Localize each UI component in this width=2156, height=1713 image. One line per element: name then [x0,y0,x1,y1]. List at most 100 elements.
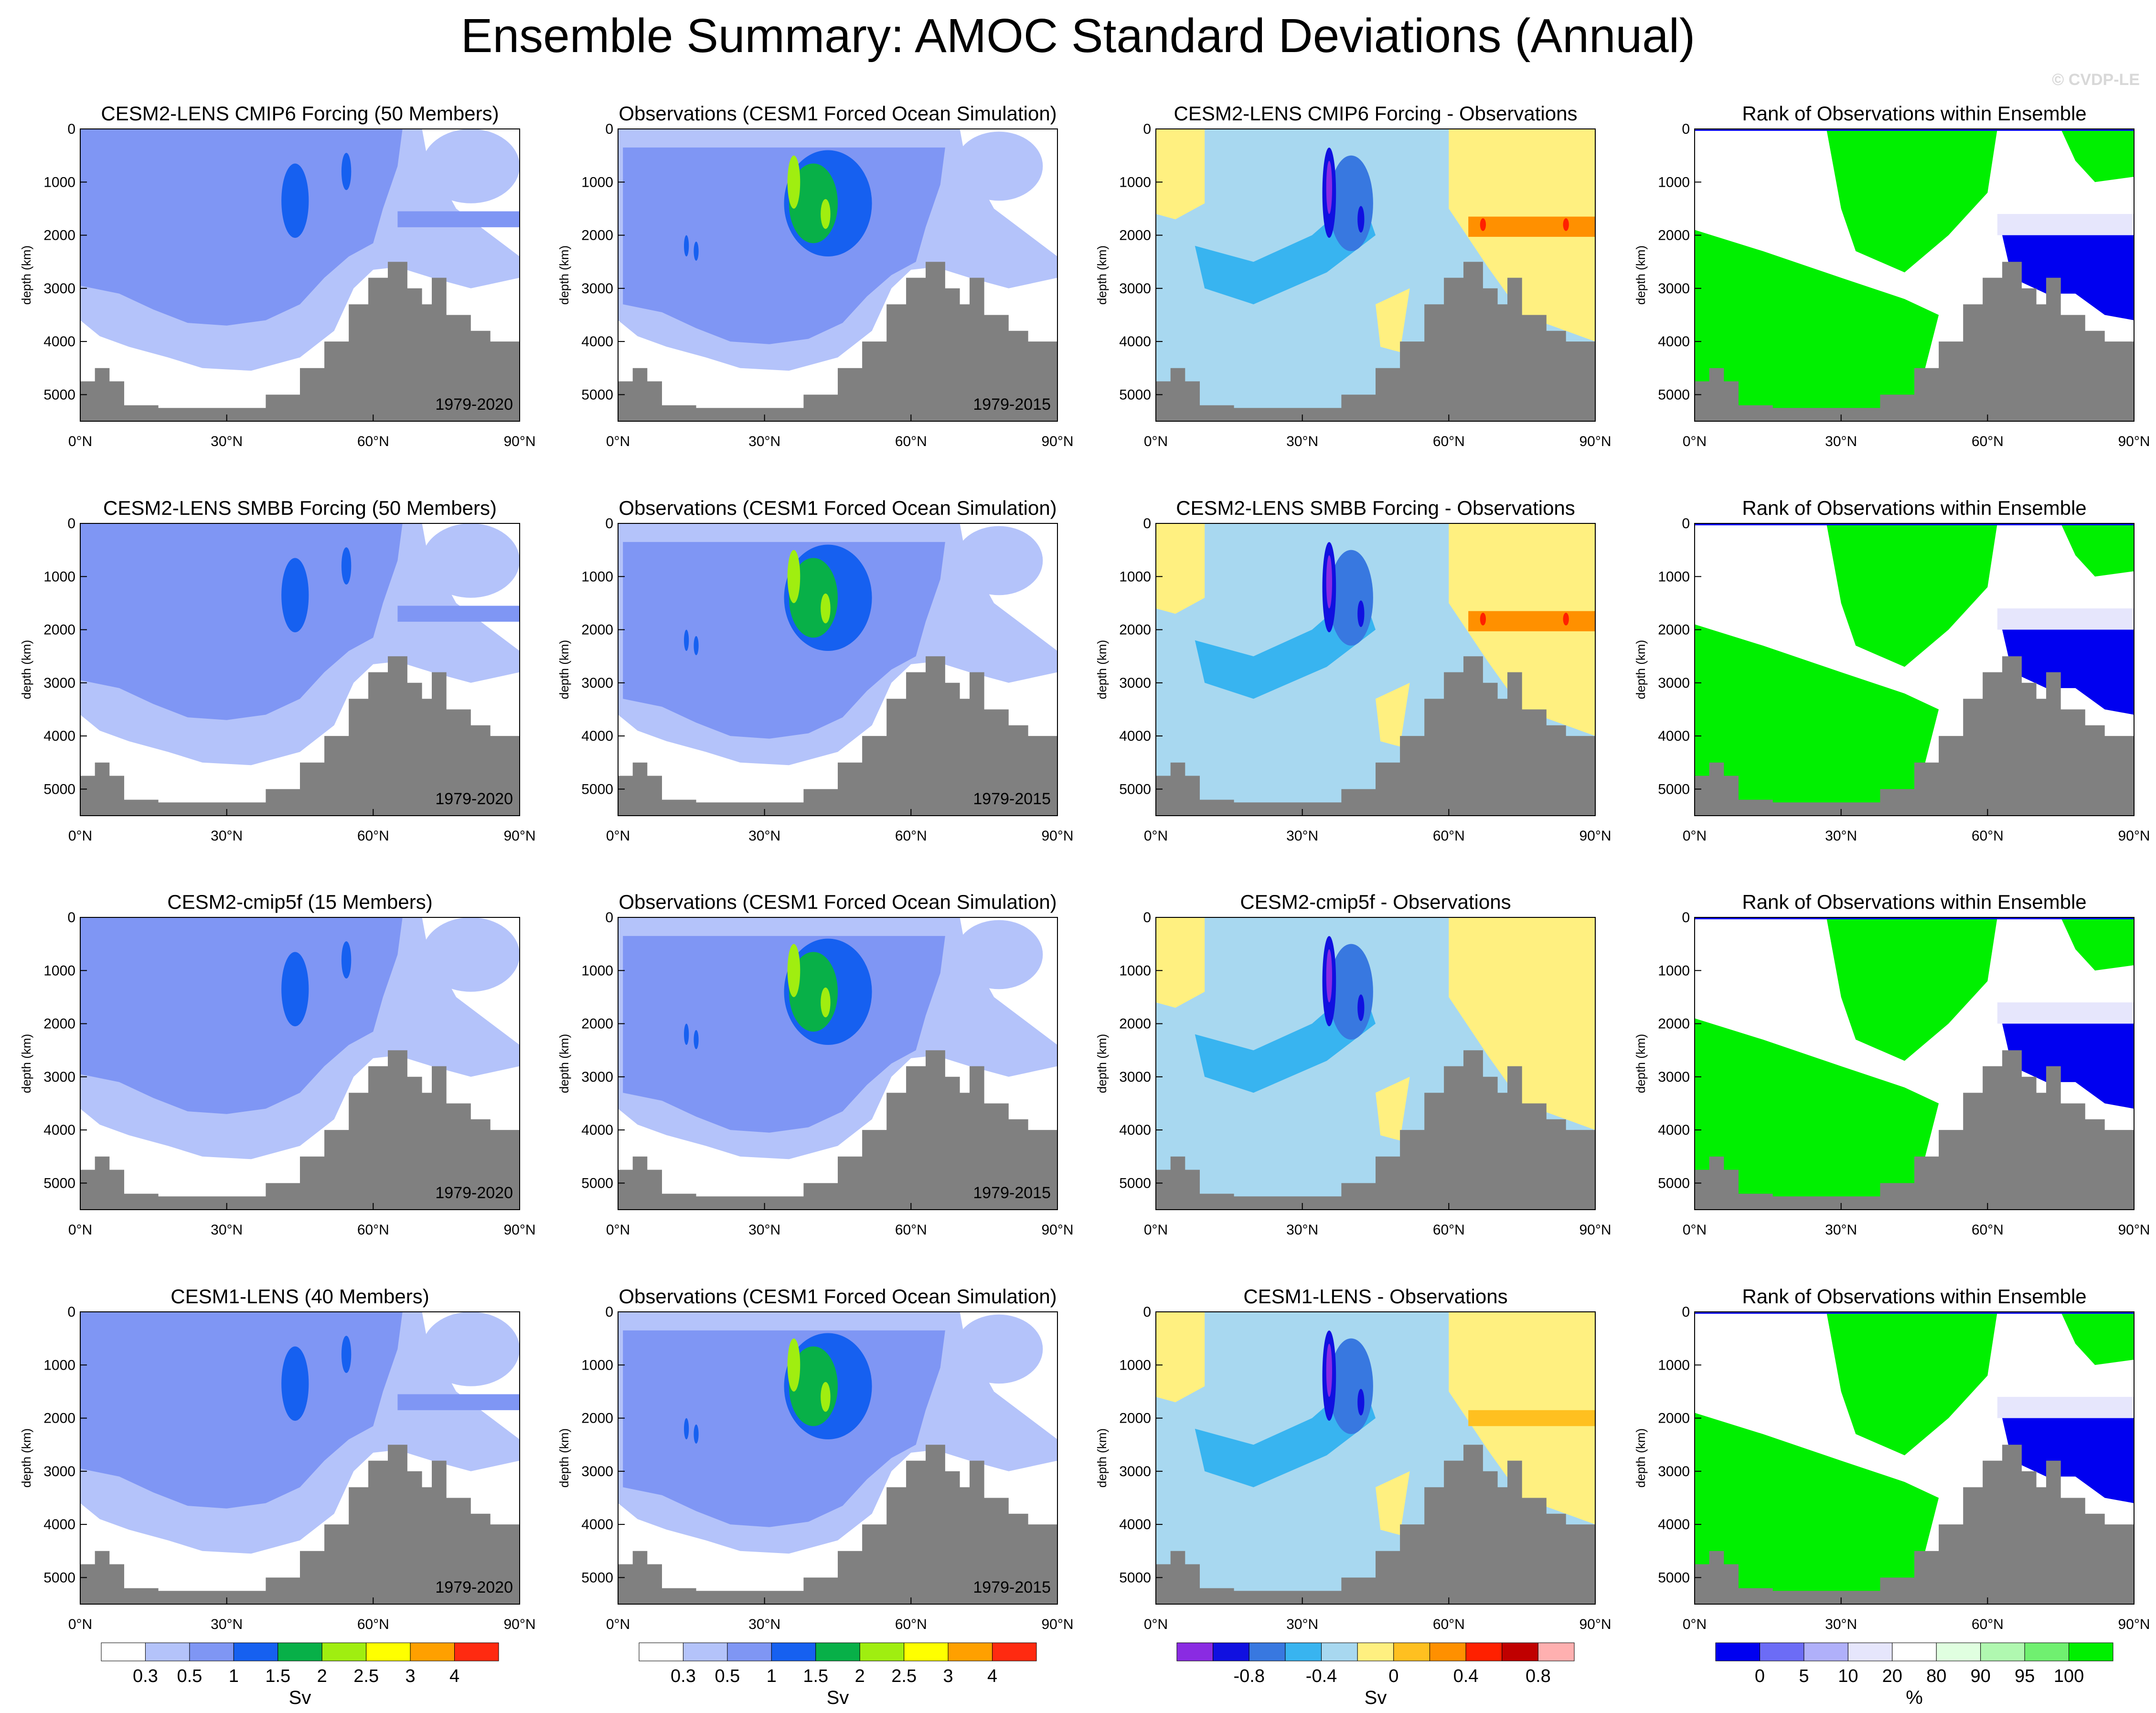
colorbar-tick-label: 0.4 [1453,1666,1479,1686]
colorbar-swatch [189,1642,234,1661]
panel-frame [1694,128,2135,422]
y-tick-label: 5000 [581,387,613,403]
y-tick-label: 1000 [43,174,75,190]
x-tick-label: 60°N [357,828,389,844]
y-axis-label: depth (km) [19,640,33,699]
obs-contour-north [955,1314,1043,1384]
y-tick-label: 1000 [43,963,75,979]
colorbar-swatch [1393,1642,1430,1661]
y-tick-label: 3000 [43,675,75,691]
x-tick-label: 90°N [2118,1222,2150,1238]
obs-contour-blob-2 [694,636,699,655]
colorbar-tick-label: -0.4 [1306,1666,1337,1686]
x-tick-label: 30°N [211,828,243,844]
x-tick-label: 90°N [1041,1617,1073,1632]
bathymetry-terrain [80,262,520,421]
y-tick-label: 1000 [581,569,613,585]
diff-contour--0.8 [1326,555,1333,609]
y-axis-label: depth (km) [1095,245,1109,305]
x-tick-label: 90°N [1579,1617,1611,1632]
y-tick-label: 5000 [581,781,613,797]
obs-contour-blob [684,235,689,257]
rank-green-lower [1695,1413,1939,1599]
panel-title: Observations (CESM1 Forced Ocean Simulat… [619,497,1057,519]
y-tick-label: 3000 [1658,675,1690,691]
y-tick-label: 1000 [43,569,75,585]
y-tick-label: 3000 [1119,675,1151,691]
panel-field [1695,1312,2134,1604]
y-tick-label: 2000 [1119,622,1151,638]
panel-title: CESM2-LENS SMBB Forcing (50 Members) [103,497,497,519]
x-tick-label: 60°N [1433,1222,1465,1238]
diff-positive-mid [1376,1076,1410,1141]
bathymetry-terrain [1156,262,1595,421]
rank-lavender-band [1997,1397,2134,1418]
colorbar-swatch [145,1642,190,1661]
y-tick-label: 0 [1143,516,1151,532]
bathymetry-terrain [1156,1445,1595,1604]
panel-r2-c3: Rank of Observations within Ensemble 0 100… [1633,891,2150,1238]
diff-positive-mid [1376,1471,1410,1535]
x-tick-label: 0°N [68,434,92,449]
colorbar-tick-label: 1 [229,1666,239,1686]
x-tick-label: 0°N [1683,828,1707,844]
colorbar-tick-label: 4 [987,1666,997,1686]
x-tick-label: 30°N [1825,1617,1857,1632]
panel-field [618,1312,1057,1604]
rank-green-lower [1695,230,1939,416]
y-tick-label: 3000 [581,675,613,691]
y-tick-label: 0 [1682,121,1690,137]
bathymetry-terrain [1695,1445,2134,1604]
y-tick-label: 5000 [581,1570,613,1585]
y-tick-label: 3000 [1119,1464,1151,1479]
colorbar-swatch [1357,1642,1394,1661]
x-tick-label: 30°N [748,1617,780,1632]
diff-contour--0.8 [1326,160,1333,214]
y-tick-label: 4000 [581,1517,613,1532]
rank-green-north [2060,917,2134,971]
bathymetry-terrain [618,656,1057,816]
x-tick-label: 0°N [606,1222,630,1238]
panel-frame [80,1311,520,1605]
x-tick-label: 60°N [357,1222,389,1238]
y-tick-label: 0 [605,516,613,532]
x-tick-label: 90°N [503,434,535,449]
y-tick-label: 2000 [1658,228,1690,244]
y-tick-label: 1000 [581,963,613,979]
bathymetry-terrain [1695,1050,2134,1210]
panel-title: CESM2-LENS SMBB Forcing - Observations [1176,497,1575,519]
y-tick-label: 3000 [43,281,75,297]
colorbar-swatch [366,1642,411,1661]
colorbar-0: 0.3 0.5 1 1.5 2 2.5 3 4 Sv [101,1642,499,1708]
obs-contour-blob [684,1023,689,1045]
panel-r3-c3: Rank of Observations within Ensemble 0 100… [1633,1285,2150,1632]
colorbar-tick-label: 10 [1838,1666,1858,1686]
panel-field [618,523,1057,816]
y-tick-label: 0 [1682,1304,1690,1320]
rank-green-upper [1826,917,1997,1061]
colorbar-swatch [771,1642,816,1661]
x-tick-label: 60°N [1433,434,1465,449]
y-tick-label: 1000 [1119,963,1151,979]
bathymetry-terrain [1695,262,2134,421]
colorbar-tick-label: 2 [855,1666,865,1686]
colorbar-swatch [1465,1642,1503,1661]
y-tick-label: 2000 [1658,1016,1690,1032]
y-axis-label: depth (km) [19,1034,33,1093]
panel-frame [618,523,1058,816]
panel-field [618,129,1057,421]
std-contour-0.5 [80,1312,403,1509]
y-tick-label: 4000 [1658,728,1690,744]
panel-r1-c2: CESM2-LENS SMBB Forcing - Observations 0 1… [1095,497,1612,844]
panel-frame [618,1311,1058,1605]
diff-positive-mid [1376,288,1410,352]
colorbar-tick-label: 0 [1388,1666,1398,1686]
y-tick-label: 2000 [1119,1016,1151,1032]
diff-contour-0.8 [1480,218,1486,231]
diff-positive-north [1449,917,1595,1130]
diff-contour--0.6-b [1357,1389,1365,1415]
y-tick-label: 3000 [1119,1069,1151,1085]
x-tick-label: 90°N [1041,828,1073,844]
x-tick-label: 0°N [68,828,92,844]
